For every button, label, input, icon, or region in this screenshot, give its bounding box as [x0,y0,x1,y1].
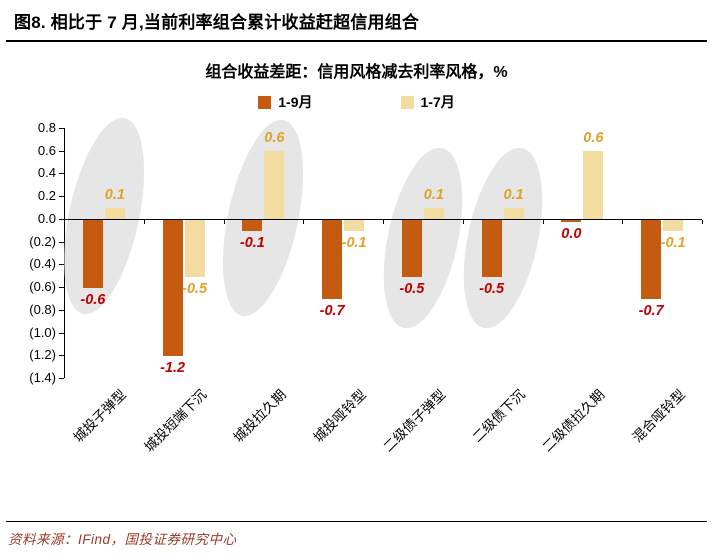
y-tick-mark [59,332,64,334]
y-axis: 0.8 0.6 0.4 0.2 0.0 (0.2) (0.4) (0.6) (0.8) (1.0)… [0,120,64,385]
x-category-label: 城投拉久期 [230,386,289,446]
plot-area: 0.8 0.6 0.4 0.2 0.0 (0.2) (0.4) (0.6) (0.8) (1.0)… [29,110,703,385]
x-category-label: 城投哑铃型 [310,386,369,446]
legend-item: 1-9月 [258,92,313,112]
legend-label: 1-7月 [420,94,455,110]
x-tick-mark [223,219,225,224]
bar-value-label: -0.5 [479,280,505,297]
bar-series1 [641,219,662,300]
x-axis-labels: 城投子弹型 城投短端下沉 城投拉久期 城投哑铃型 二级债子弹型 二级债下沉 二级债拉久期 混合… [64,378,702,490]
source-note: 资料来源：IFind，国投证券研究中心 [8,532,237,547]
bar-series2 [663,219,684,232]
bar-value-label: 0.0 [561,225,582,242]
chart-legend: 1-9月 1-7月 [0,92,713,112]
figure-title: 图8. 相比于 7 月,当前利率组合累计收益赶超信用组合 [14,13,420,32]
y-tick-mark [59,264,64,266]
x-tick-mark [462,219,464,224]
y-tick-mark [59,196,64,198]
y-tick-label: 0.6 [37,142,56,158]
bar-series2 [423,207,444,219]
bar-value-label: -1.2 [160,360,186,377]
x-tick-mark [143,219,145,224]
x-tick-mark [542,219,544,224]
bar-value-label: 0.6 [264,129,285,146]
x-tick-mark [622,219,624,224]
bar-series1 [481,219,502,277]
x-tick-mark [383,219,384,224]
legend-swatch [258,95,272,109]
y-tick-label: (0.4) [29,256,56,272]
bar-series2 [503,207,524,219]
bar-value-label: -0.6 [80,292,106,309]
bar-series1 [82,219,103,289]
bar-series2 [583,150,604,219]
y-tick-mark [59,173,64,175]
highlight-ellipse [449,140,556,336]
y-tick-mark [59,150,64,152]
y-tick-label: (0.2) [29,233,56,249]
bar-value-label: -0.5 [399,280,425,297]
x-axis-line [64,218,702,221]
y-tick-mark [59,287,64,289]
figure-header: 图8. 相比于 7 月,当前利率组合累计收益赶超信用组合 [6,0,707,42]
y-tick-label: 0.2 [37,188,56,204]
bar-series1 [242,219,263,232]
bar-value-label: 0.1 [423,186,444,203]
y-tick-label: 0.0 [37,210,56,226]
bar-series1 [561,219,582,222]
legend-label: 1-9月 [278,94,313,110]
y-tick-label: (0.8) [29,301,56,317]
highlight-ellipse [48,110,159,322]
bar-value-label: 0.6 [583,129,604,146]
bar-series2 [104,207,125,219]
y-tick-label: 0.4 [37,165,56,181]
legend-swatch [400,95,414,109]
bar-value-label: 0.1 [503,186,524,203]
y-tick-mark [59,355,64,357]
y-tick-label: (1.2) [29,347,56,363]
x-tick-mark [64,219,65,224]
y-tick-label: (1.4) [29,370,56,385]
x-category-label: 混合哑铃型 [629,386,688,446]
figure-footer: 资料来源：IFind，国投证券研究中心 [6,521,707,548]
bar-value-label: -0.1 [341,235,367,252]
bar-series1 [162,219,183,357]
bar-value-label: 0.1 [104,186,125,203]
x-tick-mark [702,219,703,224]
y-tick-mark [59,218,64,220]
x-category-label: 城投子弹型 [70,386,130,446]
bar-value-label: -0.5 [182,280,208,297]
bar-series2 [344,219,365,232]
y-tick-mark [59,309,64,311]
bar-value-label: -0.1 [239,235,265,252]
y-tick-mark [59,128,64,129]
bar-series2 [184,219,205,277]
legend-item: 1-7月 [400,92,455,112]
chart-title: 组合收益差距：信用风格减去利率风格，% [205,64,508,81]
y-tick-mark [59,241,64,243]
highlight-ellipse [369,140,477,336]
x-category-label: 二级债拉久期 [539,386,608,455]
x-tick-mark [303,219,305,224]
bar-value-label: -0.1 [660,235,686,252]
bar-value-label: -0.7 [319,303,345,320]
bar-series1 [322,219,343,300]
y-tick-label: 0.8 [37,120,56,135]
x-category-label: 二级债下沉 [469,386,529,446]
bar-value-label: -0.7 [638,303,664,320]
y-tick-mark [59,378,64,379]
bar-series1 [401,219,422,277]
y-tick-label: (0.6) [29,279,56,295]
x-category-label: 二级债子弹型 [380,386,449,455]
x-category-label: 城投短端下沉 [141,386,210,455]
y-tick-label: (1.0) [29,324,56,340]
bar-series2 [264,150,285,219]
